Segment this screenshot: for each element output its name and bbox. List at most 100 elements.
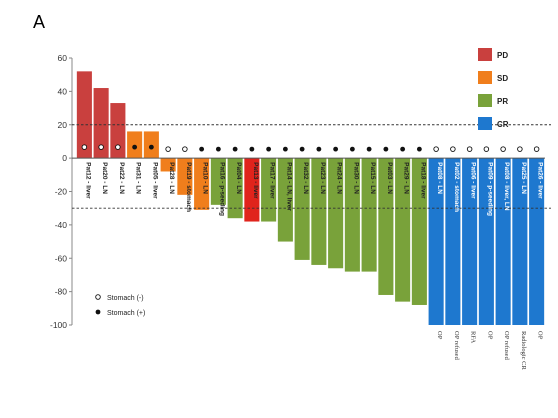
bar-label: Pat23 - LN xyxy=(319,162,326,194)
bar-pr xyxy=(311,158,327,265)
stomach-negative-marker xyxy=(182,146,188,152)
bar-label: Pat08 - LN xyxy=(436,162,443,194)
bar-pr xyxy=(395,158,411,302)
stomach-negative-marker xyxy=(483,146,490,152)
stomach-positive-marker xyxy=(333,146,339,152)
bar-label: Pat32 - LN xyxy=(302,162,309,194)
cr-note: OP xyxy=(486,331,493,340)
legend-swatch-sd xyxy=(478,71,492,84)
stomach-negative-marker xyxy=(466,146,473,152)
y-tick-label: -60 xyxy=(55,253,68,263)
bar-label: Pat19 - stomach xyxy=(185,162,192,212)
legend-swatch-pr xyxy=(478,94,492,107)
bar-label: Pat26 - liver xyxy=(537,162,544,199)
bar-cr xyxy=(478,158,494,325)
bar-sd xyxy=(194,158,210,210)
bar-label: Pat17 - liver xyxy=(269,162,276,199)
bar-label: Pat18 - liver xyxy=(419,162,426,199)
bar-label: Pat03 - LN xyxy=(386,162,393,194)
stomach-positive-marker xyxy=(266,146,272,152)
bar-sd xyxy=(160,158,176,172)
bar-label: Pat30 - LN xyxy=(352,162,359,194)
bar-label: Pat25 - LN xyxy=(520,162,527,194)
legend-label: SD xyxy=(497,74,508,83)
bar-cr xyxy=(445,158,461,325)
bar-pr xyxy=(294,158,310,260)
stomach-positive-marker xyxy=(366,146,372,152)
bar-pr xyxy=(227,158,243,219)
stomach-negative-marker xyxy=(517,146,523,152)
stomach-negative-marker xyxy=(98,144,104,150)
bar-label: Pat15 - LN xyxy=(369,162,376,194)
bar-pr xyxy=(411,158,427,305)
dot-legend-label: Stomach (-) xyxy=(107,295,144,302)
y-tick-label: 0 xyxy=(62,153,67,163)
legend-label: PD xyxy=(497,51,508,60)
bar-label: Pat31 - LN xyxy=(135,162,142,194)
stomach-negative-marker xyxy=(450,146,456,152)
bar-label: Pat09 - p-seeding xyxy=(486,162,493,216)
y-tick-label: -40 xyxy=(55,220,68,230)
cr-note: OP refused xyxy=(503,331,510,361)
bar-label: Pat12 - liver xyxy=(84,162,91,199)
stomach-positive-marker xyxy=(148,144,154,150)
legend-swatch-pd xyxy=(478,48,492,61)
bar-label: Pat08 - liver, LN xyxy=(503,162,510,211)
dot-legend-marker xyxy=(95,309,101,315)
bar-label: Pat02 - stomach xyxy=(453,162,460,212)
bar-label: Pat13 - liver xyxy=(252,162,259,199)
stomach-negative-marker xyxy=(500,146,506,152)
panel-label: A xyxy=(33,12,46,32)
legend-swatch-cr xyxy=(478,117,492,130)
stomach-positive-marker xyxy=(132,144,138,150)
bar-pr xyxy=(277,158,293,242)
bar-pr xyxy=(378,158,394,295)
bar-sd xyxy=(177,158,193,195)
y-tick-label: -80 xyxy=(55,287,68,297)
stomach-positive-marker xyxy=(416,146,422,152)
legend-label: PR xyxy=(497,97,508,106)
cr-note: OP refused xyxy=(453,331,460,361)
bar-label: Pat24 - LN xyxy=(336,162,343,194)
bar-label: Pat06 - liver xyxy=(470,162,477,199)
stomach-negative-marker xyxy=(165,146,171,152)
y-tick-label: -20 xyxy=(55,187,68,197)
dot-legend-label: Stomach (+) xyxy=(107,310,145,317)
bar-label: Pat16 - p-seeding xyxy=(218,162,225,216)
legend-label: CR xyxy=(497,120,509,129)
bar-pr xyxy=(261,158,277,222)
stomach-positive-marker xyxy=(215,146,221,152)
bar-label: Pat22 - LN xyxy=(118,162,125,194)
bar-label: Pat29 - LN xyxy=(403,162,410,194)
stomach-positive-marker xyxy=(299,146,305,152)
bar-cr xyxy=(495,158,511,325)
y-tick-label: 60 xyxy=(58,53,68,63)
stomach-positive-marker xyxy=(383,146,389,152)
bar-label: Pat28 - LN xyxy=(168,162,175,194)
stomach-negative-marker xyxy=(81,144,88,150)
bar-pr xyxy=(344,158,360,272)
stomach-negative-marker xyxy=(115,144,121,150)
bar-label: Pat10 - LN xyxy=(202,162,209,194)
cr-note: RFA xyxy=(470,331,477,343)
stomach-positive-marker xyxy=(199,146,205,152)
stomach-positive-marker xyxy=(400,146,406,152)
bar-pr xyxy=(361,158,377,272)
bar-cr xyxy=(428,158,444,325)
bar-pr xyxy=(210,158,226,205)
cr-note: Radiologic CR xyxy=(520,331,527,370)
bar-label: Pat04 - LN xyxy=(235,162,242,194)
stomach-positive-marker xyxy=(316,146,322,152)
bar-pd xyxy=(93,88,109,159)
stomach-negative-marker xyxy=(433,146,439,152)
bar-pr xyxy=(244,158,260,222)
dot-legend-marker xyxy=(95,294,101,300)
stomach-positive-marker xyxy=(349,146,355,152)
stomach-positive-marker xyxy=(249,146,255,152)
cr-note: OP xyxy=(436,331,443,340)
y-tick-label: 40 xyxy=(58,86,68,96)
stomach-positive-marker xyxy=(282,146,288,152)
bar-cr xyxy=(462,158,478,325)
cr-note: OP xyxy=(537,331,544,340)
y-tick-label: -100 xyxy=(50,320,67,330)
